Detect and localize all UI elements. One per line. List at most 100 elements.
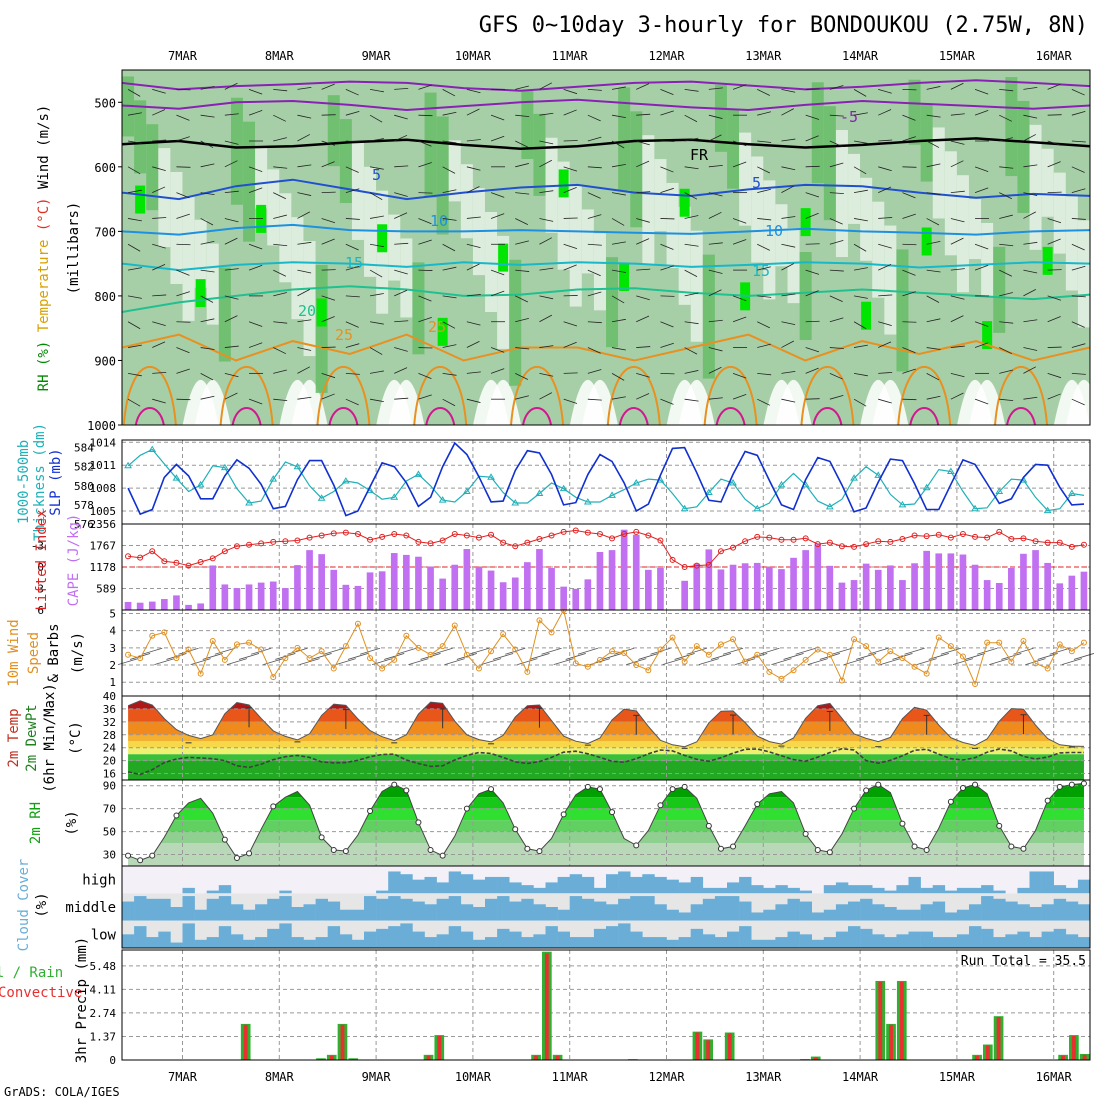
cloud-low-bar [376, 928, 389, 948]
wind-barb [297, 288, 310, 297]
wind-barb [200, 295, 214, 303]
cloud-low-bar [618, 923, 631, 948]
thickness-tick-label: 576 [74, 518, 94, 531]
cloud-middle-bar [436, 898, 449, 921]
precip-convective-bar [534, 1055, 539, 1060]
rh-point [427, 846, 434, 853]
lifted-index-point [947, 534, 954, 541]
thickness-point [293, 462, 302, 470]
rh-point [536, 848, 543, 855]
wind-barb [926, 240, 941, 245]
wind-barb [902, 136, 916, 142]
lifted-index-point [379, 533, 386, 540]
wind-barb [490, 269, 505, 276]
rh-point [137, 857, 144, 864]
cloud-middle-bar [727, 896, 740, 921]
cloud-high-bar [630, 876, 643, 894]
wind-speed-point [463, 651, 470, 658]
wind-speed-point [730, 636, 737, 643]
cloud-high-bar [956, 887, 970, 894]
rh-cell [424, 92, 437, 198]
wind-barb [781, 138, 796, 142]
cloud-high-bar [702, 887, 716, 894]
wind-barb [1071, 166, 1085, 173]
cape-bar [790, 557, 797, 610]
wind-barb [394, 212, 408, 219]
cloud-high-bar [884, 890, 897, 894]
cape-bar [645, 569, 652, 610]
rh-background [122, 70, 1090, 425]
wind-speed-point [947, 643, 954, 650]
wind-barb-10m [831, 647, 853, 655]
wind-barb [878, 186, 892, 194]
rh-tick-label: 50 [103, 826, 116, 839]
contour-label: 10 [765, 222, 783, 240]
precip-tick-label: 5.48 [90, 960, 117, 973]
rh-point [512, 826, 519, 833]
wind-barb [466, 371, 481, 374]
thickness-point [148, 445, 157, 453]
wind-barb-10m [166, 653, 187, 660]
rh-cell-bright [256, 204, 267, 233]
cape-bar [862, 563, 870, 610]
upper-air-ylabel-part: Wind (m/s) [36, 105, 52, 189]
wind-barb-10m [480, 658, 502, 665]
cloud-row-label-middle: middle [65, 900, 116, 916]
thickness-point [487, 473, 495, 480]
cloud-low-bar [969, 926, 982, 948]
wind-barb [515, 395, 529, 400]
cloud-low-bar [654, 937, 667, 948]
date-label-bottom: 9MAR [362, 1070, 392, 1084]
pressure-tick-label: 600 [94, 161, 116, 175]
wind-barb [248, 243, 263, 250]
isotherm-25-arch [994, 365, 1049, 426]
pressure-tick-label: 800 [94, 290, 116, 304]
cloud-high-bar [279, 890, 292, 894]
wind-barb [636, 295, 650, 301]
wind-barb [587, 214, 602, 219]
wind-barb [732, 316, 747, 323]
wind-barb [369, 347, 383, 355]
wind-barb [757, 188, 771, 194]
precip-tick-label: 2.74 [90, 1007, 117, 1020]
rh-cell [860, 177, 873, 261]
cloud-high-bar [182, 887, 195, 894]
cloud-middle-bar [230, 904, 244, 921]
wind-barb [829, 317, 844, 323]
date-label-bottom: 11MAR [552, 1070, 589, 1084]
cloud-middle-bar [678, 912, 691, 921]
cloud-middle-bar [811, 912, 825, 921]
wind-barb [636, 346, 651, 348]
cloud-low-bar [1017, 931, 1030, 948]
cape-bar [342, 584, 350, 610]
rh-cell [1017, 100, 1030, 213]
wind-barb [853, 321, 867, 330]
wind-barb-10m [493, 653, 514, 660]
isotherm-30-arch [522, 407, 553, 426]
slp-tick-label: 1005 [90, 505, 117, 518]
wind-speed-point [826, 651, 833, 658]
cloud-low-bar [448, 926, 462, 948]
wind-barb [660, 187, 674, 194]
rh-cell-bright [558, 169, 569, 198]
wind-barb [926, 192, 941, 195]
rh-cell [666, 182, 679, 268]
wind-speed-point [330, 665, 337, 672]
wind-speed-point [475, 665, 482, 672]
lifted-index-point [1020, 535, 1027, 542]
rh-cell-bright [377, 224, 388, 253]
wind-barb [587, 114, 601, 122]
wind-barb [273, 243, 288, 247]
wind-speed-point [851, 636, 858, 643]
wind-barb [200, 373, 214, 381]
wind-barb [563, 187, 577, 194]
wind-barb [587, 88, 602, 91]
wind-barb [805, 212, 819, 219]
contour-label: 5 [752, 174, 761, 192]
wind-barb [708, 319, 723, 323]
wind-barb [345, 88, 359, 96]
wind-barb [805, 135, 819, 142]
wind-barb [636, 160, 650, 168]
cloud-middle-bar [351, 909, 365, 921]
rh-cell [509, 259, 522, 386]
